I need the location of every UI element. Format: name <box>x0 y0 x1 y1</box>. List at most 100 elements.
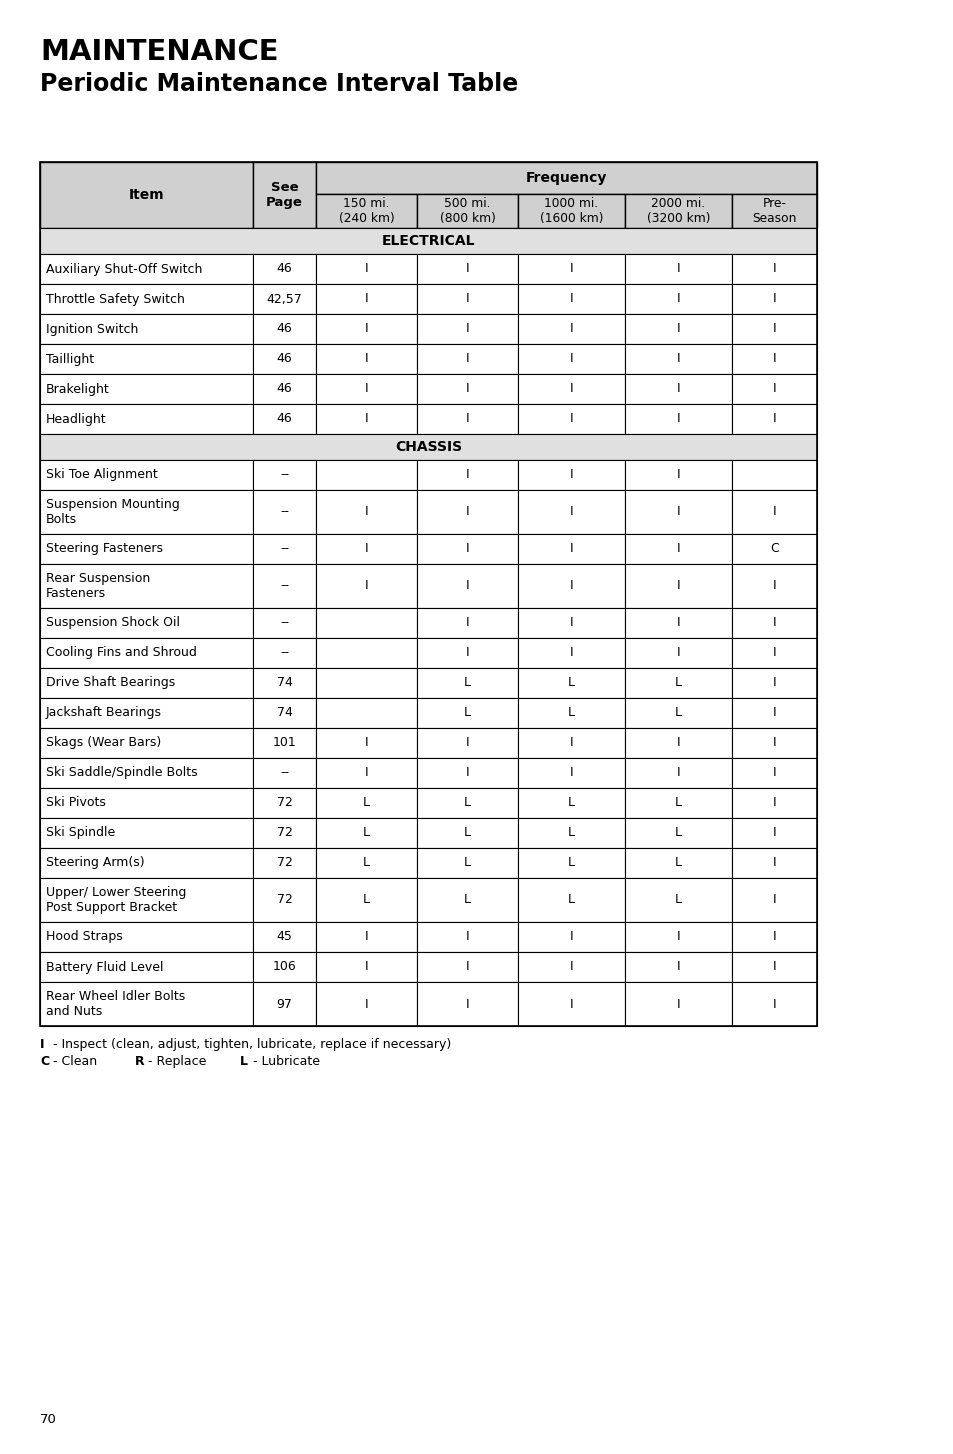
Bar <box>416 284 517 314</box>
Text: I: I <box>772 580 776 592</box>
Text: I: I <box>465 542 469 555</box>
Bar <box>253 459 315 490</box>
Bar <box>40 564 253 608</box>
Text: I: I <box>772 263 776 275</box>
Bar <box>731 345 816 374</box>
Bar <box>624 638 731 667</box>
Bar <box>40 404 253 433</box>
Bar <box>517 254 624 284</box>
Text: Throttle Safety Switch: Throttle Safety Switch <box>46 292 185 305</box>
Bar <box>315 345 416 374</box>
Bar <box>416 374 517 404</box>
Bar <box>315 981 416 1027</box>
Text: I: I <box>569 292 573 305</box>
Text: --: -- <box>280 766 289 779</box>
Bar <box>253 728 315 758</box>
Text: I: I <box>772 997 776 1011</box>
Bar <box>517 698 624 728</box>
Text: I: I <box>772 931 776 944</box>
Bar <box>517 952 624 981</box>
Bar <box>731 878 816 922</box>
Text: I: I <box>364 961 368 974</box>
Text: 46: 46 <box>276 413 292 426</box>
Text: I: I <box>569 997 573 1011</box>
Text: I: I <box>569 323 573 336</box>
Bar <box>40 788 253 819</box>
Bar <box>40 728 253 758</box>
Bar <box>416 314 517 345</box>
Text: ELECTRICAL: ELECTRICAL <box>381 234 475 249</box>
Text: I: I <box>465 506 469 519</box>
Text: L: L <box>675 676 681 689</box>
Bar <box>624 284 731 314</box>
Bar <box>416 878 517 922</box>
Bar <box>315 788 416 819</box>
Bar <box>517 314 624 345</box>
Bar <box>315 608 416 638</box>
Bar <box>40 161 253 228</box>
Text: I: I <box>676 931 679 944</box>
Text: I: I <box>676 616 679 630</box>
Bar <box>253 758 315 788</box>
Bar <box>624 952 731 981</box>
Text: I: I <box>772 292 776 305</box>
Text: I: I <box>676 737 679 749</box>
Text: 2000 mi.
(3200 km): 2000 mi. (3200 km) <box>646 196 709 225</box>
Text: I: I <box>569 766 573 779</box>
Text: Auxiliary Shut-Off Switch: Auxiliary Shut-Off Switch <box>46 263 202 275</box>
Text: Ski Spindle: Ski Spindle <box>46 826 115 839</box>
Bar <box>416 490 517 534</box>
Text: 74: 74 <box>276 707 293 720</box>
Bar <box>253 564 315 608</box>
Bar <box>624 819 731 848</box>
Text: I: I <box>465 413 469 426</box>
Bar <box>624 981 731 1027</box>
Text: Rear Wheel Idler Bolts
and Nuts: Rear Wheel Idler Bolts and Nuts <box>46 990 185 1018</box>
Text: Ski Pivots: Ski Pivots <box>46 797 106 810</box>
Bar <box>416 848 517 878</box>
Bar <box>731 952 816 981</box>
Text: --: -- <box>280 542 289 555</box>
Text: See
Page: See Page <box>266 180 303 209</box>
Text: I: I <box>676 352 679 365</box>
Text: I: I <box>465 616 469 630</box>
Bar <box>40 228 816 254</box>
Bar <box>624 698 731 728</box>
Bar <box>40 254 253 284</box>
Bar <box>40 952 253 981</box>
Bar <box>731 728 816 758</box>
Bar <box>624 490 731 534</box>
Text: I: I <box>465 323 469 336</box>
Bar <box>731 698 816 728</box>
Text: --: -- <box>280 616 289 630</box>
Bar <box>315 284 416 314</box>
Text: I: I <box>364 263 368 275</box>
Bar <box>731 459 816 490</box>
Text: L: L <box>363 826 370 839</box>
Text: I: I <box>465 468 469 481</box>
Bar <box>517 758 624 788</box>
Bar <box>253 345 315 374</box>
Bar <box>315 534 416 564</box>
Text: L: L <box>363 797 370 810</box>
Bar <box>40 922 253 952</box>
Text: Pre-
Season: Pre- Season <box>752 196 796 225</box>
Bar <box>40 345 253 374</box>
Text: 72: 72 <box>276 894 293 906</box>
Bar <box>624 314 731 345</box>
Bar <box>517 564 624 608</box>
Bar <box>40 374 253 404</box>
Text: I: I <box>364 997 368 1011</box>
Bar <box>731 638 816 667</box>
Text: L: L <box>463 894 471 906</box>
Text: 46: 46 <box>276 352 292 365</box>
Bar <box>731 608 816 638</box>
Bar <box>517 819 624 848</box>
Bar <box>624 404 731 433</box>
Text: L: L <box>240 1056 248 1069</box>
Text: I: I <box>676 468 679 481</box>
Bar <box>315 922 416 952</box>
Bar <box>517 534 624 564</box>
Bar <box>253 878 315 922</box>
Bar <box>253 667 315 698</box>
